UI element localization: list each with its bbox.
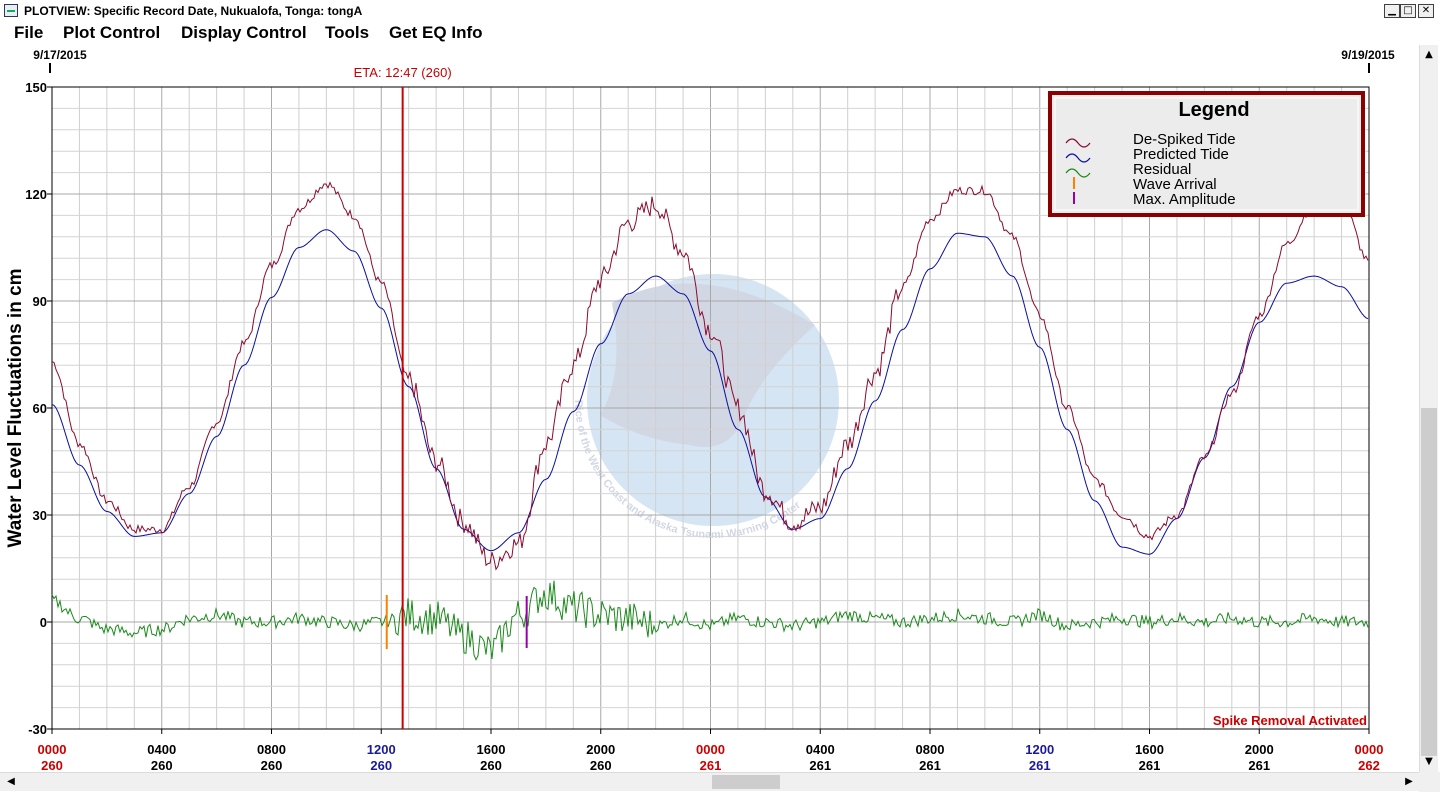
- x-tick-time: 1600: [1135, 742, 1164, 757]
- x-tick-day: 260: [370, 758, 392, 772]
- x-tick-day: 260: [41, 758, 63, 772]
- scroll-right-icon[interactable]: ▶: [1405, 776, 1413, 787]
- predicted-tide-line: [51, 229, 1369, 555]
- minimize-icon: ▁: [1388, 5, 1396, 16]
- x-tick-day: 261: [1248, 758, 1270, 772]
- x-tick-day: 260: [151, 758, 173, 772]
- x-tick-day: 261: [1139, 758, 1161, 772]
- y-tick-label: 150: [25, 80, 47, 95]
- eta-label: ETA: 12:47 (260): [354, 65, 452, 80]
- menu-display-control[interactable]: Display Control: [181, 23, 307, 42]
- menu-plot-control[interactable]: Plot Control: [63, 23, 161, 42]
- x-tick-time: 0800: [916, 742, 945, 757]
- menu-bar: File Plot Control Display Control Tools …: [0, 22, 1440, 45]
- legend-item-residual: Residual: [1133, 161, 1191, 178]
- y-axis: 150 120 90 60 30 0 -30: [25, 80, 52, 737]
- x-tick-day: 260: [480, 758, 502, 772]
- x-tick-day: 261: [919, 758, 941, 772]
- legend-item-max-amplitude: Max. Amplitude: [1133, 191, 1236, 208]
- title-bar: PLOTVIEW: Specific Record Date, Nukualof…: [0, 0, 1440, 23]
- legend-box[interactable]: Legend De-Spiked Tide Predicted Tide Res…: [1048, 91, 1365, 217]
- close-icon: ✕: [1421, 5, 1431, 16]
- y-tick-label: -30: [28, 722, 47, 737]
- start-date-label: 9/17/2015: [33, 48, 87, 62]
- y-tick-label: 60: [33, 401, 47, 416]
- scroll-left-icon[interactable]: ◀: [7, 776, 15, 787]
- legend-residual-swatch: [1065, 168, 1091, 178]
- y-tick-label: 0: [40, 615, 47, 630]
- x-tick-time: 0000: [38, 742, 67, 757]
- menu-tools[interactable]: Tools: [325, 23, 370, 42]
- legend-predicted-swatch: [1065, 153, 1091, 163]
- legend-item-despiked: De-Spiked Tide: [1133, 131, 1236, 148]
- menu-get-eq-info[interactable]: Get EQ Info: [389, 23, 483, 42]
- maximize-icon: □: [1403, 5, 1413, 16]
- x-tick-time: 1600: [477, 742, 506, 757]
- x-tick-day: 262: [1358, 758, 1380, 772]
- x-tick-time: 1200: [1025, 742, 1054, 757]
- vertical-scroll-thumb[interactable]: [1421, 408, 1437, 756]
- residual-line: [51, 580, 1369, 661]
- x-tick-time: 0800: [257, 742, 286, 757]
- scroll-up-icon[interactable]: ▲: [1425, 49, 1433, 60]
- x-tick-time: 0000: [1355, 742, 1384, 757]
- x-tick-day: 261: [700, 758, 722, 772]
- horizontal-scrollbar[interactable]: ◀ ▶: [0, 772, 1419, 791]
- spike-removal-status: Spike Removal Activated: [1213, 713, 1367, 728]
- x-tick-day: 260: [590, 758, 612, 772]
- minimize-button[interactable]: ▁: [1384, 4, 1400, 18]
- menu-file[interactable]: File: [14, 23, 44, 42]
- maximize-button[interactable]: □: [1400, 4, 1416, 18]
- legend-item-wave-arrival: Wave Arrival: [1133, 176, 1217, 193]
- x-tick-time: 0000: [696, 742, 725, 757]
- x-tick-time: 2000: [586, 742, 615, 757]
- legend-title: Legend: [1178, 99, 1249, 121]
- vertical-scrollbar[interactable]: ▲ ▼: [1419, 45, 1438, 772]
- window-title: PLOTVIEW: Specific Record Date, Nukualof…: [24, 4, 363, 18]
- chart-series: [51, 181, 1369, 661]
- scroll-down-icon[interactable]: ▼: [1425, 756, 1433, 767]
- x-tick-time: 0400: [806, 742, 835, 757]
- de-spiked-tide-line: [51, 181, 1369, 571]
- legend-despiked-swatch: [1065, 138, 1091, 148]
- x-tick-day: 261: [809, 758, 831, 772]
- x-axis: 0000260040026008002601200260160026020002…: [38, 729, 1384, 772]
- x-tick-day: 260: [261, 758, 283, 772]
- y-tick-label: 120: [25, 187, 47, 202]
- y-tick-label: 90: [33, 294, 47, 309]
- x-tick-time: 0400: [147, 742, 176, 757]
- close-button[interactable]: ✕: [1418, 4, 1434, 18]
- horizontal-scroll-thumb[interactable]: [712, 775, 780, 789]
- y-tick-label: 30: [33, 508, 47, 523]
- legend-item-predicted: Predicted Tide: [1133, 146, 1229, 163]
- scrollbar-corner: [1419, 772, 1440, 792]
- tide-plot: Rice of the West Coast and Alaska Tsunam…: [0, 45, 1419, 772]
- end-date-label: 9/19/2015: [1341, 48, 1395, 62]
- x-tick-time: 1200: [367, 742, 396, 757]
- x-tick-time: 2000: [1245, 742, 1274, 757]
- y-axis-label: Water Level Fluctuations in cm: [5, 268, 26, 547]
- app-icon: [4, 4, 18, 17]
- x-tick-day: 261: [1029, 758, 1051, 772]
